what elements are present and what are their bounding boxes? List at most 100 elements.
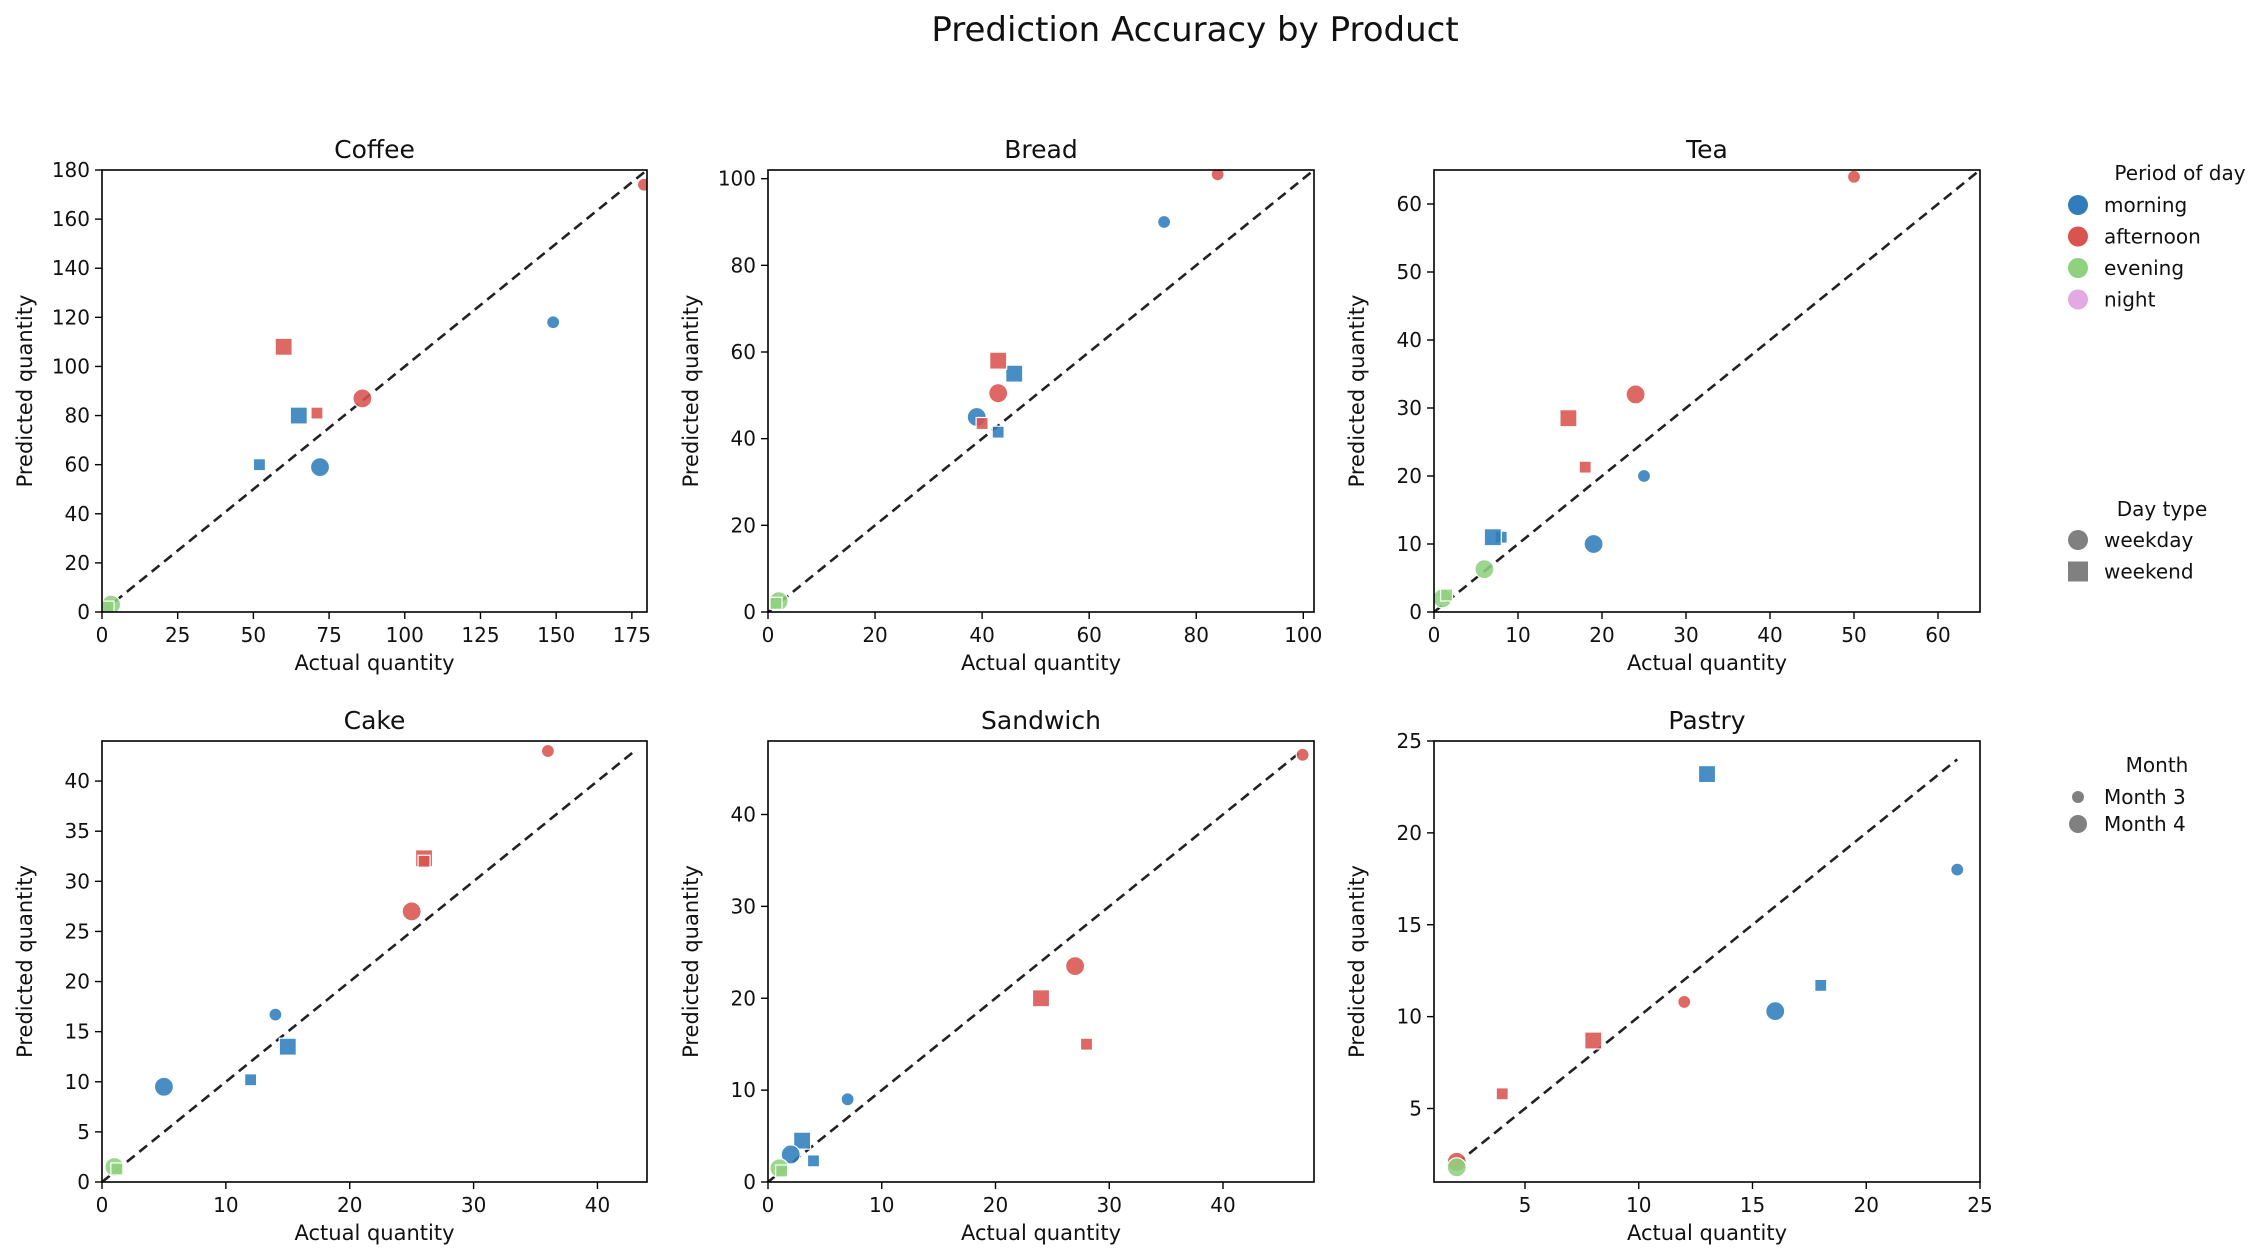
y-tick-label: 0: [743, 600, 756, 624]
data-point: [1559, 409, 1578, 428]
y-tick-label: 0: [77, 600, 90, 624]
x-tick-label: 40: [1210, 1193, 1235, 1217]
data-point: [110, 1162, 124, 1176]
data-point: [1005, 364, 1024, 383]
y-tick-label: 5: [77, 1120, 90, 1144]
x-tick-label: 175: [613, 623, 651, 647]
y-tick-label: 40: [65, 769, 90, 793]
legend-entry-label: night: [2104, 288, 2156, 312]
legend-marker-month-3: [2072, 791, 2084, 803]
data-point: [1814, 978, 1828, 992]
y-tick-label: 0: [1409, 600, 1422, 624]
y-tick-label: 15: [1397, 913, 1422, 937]
data-point: [1583, 533, 1604, 555]
axes-frame: [767, 740, 1315, 1183]
data-point: [1677, 994, 1692, 1010]
data-point: [1079, 1037, 1094, 1051]
identity-reference-line: [768, 749, 1304, 1182]
data-point: [769, 596, 783, 610]
x-tick-label: 20: [983, 1193, 1008, 1217]
subplot-title: Pastry: [1668, 706, 1745, 735]
data-point: [252, 458, 267, 472]
y-axis-label: Predicted quantity: [679, 295, 703, 488]
y-tick-label: 40: [1397, 328, 1422, 352]
x-tick-label: 40: [1757, 623, 1782, 647]
data-point: [278, 1037, 297, 1056]
axes-frame: [101, 169, 648, 613]
y-tick-label: 40: [731, 803, 756, 827]
identity-reference-line: [768, 170, 1314, 612]
data-point: [309, 457, 331, 478]
points: [1446, 764, 1965, 1178]
x-tick-label: 30: [461, 1193, 486, 1217]
legend-marker-morning: [2068, 195, 2088, 215]
data-point: [1483, 528, 1502, 547]
legend-marker-evening: [2068, 258, 2088, 278]
data-point: [840, 1092, 855, 1107]
points: [769, 747, 1310, 1179]
axes-frame: [767, 169, 1315, 613]
data-point: [540, 743, 556, 759]
data-point: [636, 177, 647, 192]
x-axis-label: Actual quantity: [294, 651, 454, 675]
y-tick-label: 80: [731, 253, 756, 277]
x-tick-label: 20: [337, 1193, 362, 1217]
x-tick-label: 100: [1284, 623, 1322, 647]
x-tick-label: 10: [1505, 623, 1530, 647]
subplot-title: Coffee: [334, 135, 415, 164]
x-tick-label: 100: [386, 623, 424, 647]
data-point: [1495, 1087, 1509, 1101]
y-tick-label: 25: [65, 919, 90, 943]
data-point: [1157, 214, 1172, 230]
y-tick-label: 10: [1397, 1005, 1422, 1029]
x-axis-label: Actual quantity: [294, 1221, 454, 1245]
data-point: [289, 406, 308, 425]
y-axis-label: Predicted quantity: [1345, 295, 1369, 488]
subplot-sandwich: Sandwich 0 10 20 30 40 0 10 20 30 40 Actual quantit…: [679, 706, 1315, 1245]
legend-entry-label: afternoon: [2104, 225, 2201, 249]
y-axis-label: Predicted quantity: [679, 865, 703, 1058]
axes-frame: [1433, 740, 1981, 1183]
legend-period-title: Period of day: [2114, 161, 2245, 185]
legend-daytype-title: Day type: [2117, 497, 2208, 521]
x-tick-label: 150: [537, 623, 575, 647]
legend-entry-label: weekend: [2104, 560, 2194, 584]
y-tick-label: 30: [65, 869, 90, 893]
legend-marker-afternoon: [2068, 226, 2088, 247]
subplot-bread: Bread 0 20 40 60 80 100 0 20 40 60 80 100 Actual quan…: [679, 135, 1322, 675]
axes-frame: [101, 740, 648, 1183]
legend-entry-label: weekday: [2104, 528, 2194, 552]
identity-reference-line: [1455, 758, 1959, 1165]
x-tick-label: 40: [969, 623, 994, 647]
data-point: [1065, 955, 1086, 977]
figure-title: Prediction Accuracy by Product: [931, 10, 1458, 50]
data-point: [274, 337, 293, 356]
y-tick-label: 10: [1397, 532, 1422, 556]
x-tick-label: 50: [1841, 623, 1866, 647]
y-tick-label: 20: [731, 513, 756, 537]
x-tick-label: 30: [1673, 623, 1698, 647]
data-point: [310, 406, 324, 420]
data-point: [780, 1144, 801, 1165]
x-tick-label: 0: [762, 1193, 775, 1217]
data-point: [1446, 1157, 1467, 1178]
subplot-title: Sandwich: [981, 706, 1101, 735]
x-axis-label: Actual quantity: [961, 1221, 1121, 1245]
data-point: [268, 1007, 283, 1022]
y-tick-label: 15: [65, 1020, 90, 1044]
y-tick-label: 100: [52, 354, 90, 378]
data-point: [1210, 170, 1225, 182]
legend-entry-label: Month 4: [2104, 812, 2186, 836]
subplot-title: Bread: [1004, 135, 1077, 164]
x-tick-label: 10: [213, 1193, 238, 1217]
y-tick-label: 30: [731, 894, 756, 918]
legend-marker-night: [2068, 289, 2088, 310]
points: [102, 177, 647, 612]
identity-reference-line: [102, 170, 647, 612]
y-tick-label: 40: [731, 427, 756, 451]
x-tick-label: 15: [1740, 1193, 1765, 1217]
x-tick-label: 5: [1519, 1193, 1532, 1217]
x-tick-label: 80: [1184, 623, 1209, 647]
legend-entry-label: Month 3: [2104, 785, 2186, 809]
